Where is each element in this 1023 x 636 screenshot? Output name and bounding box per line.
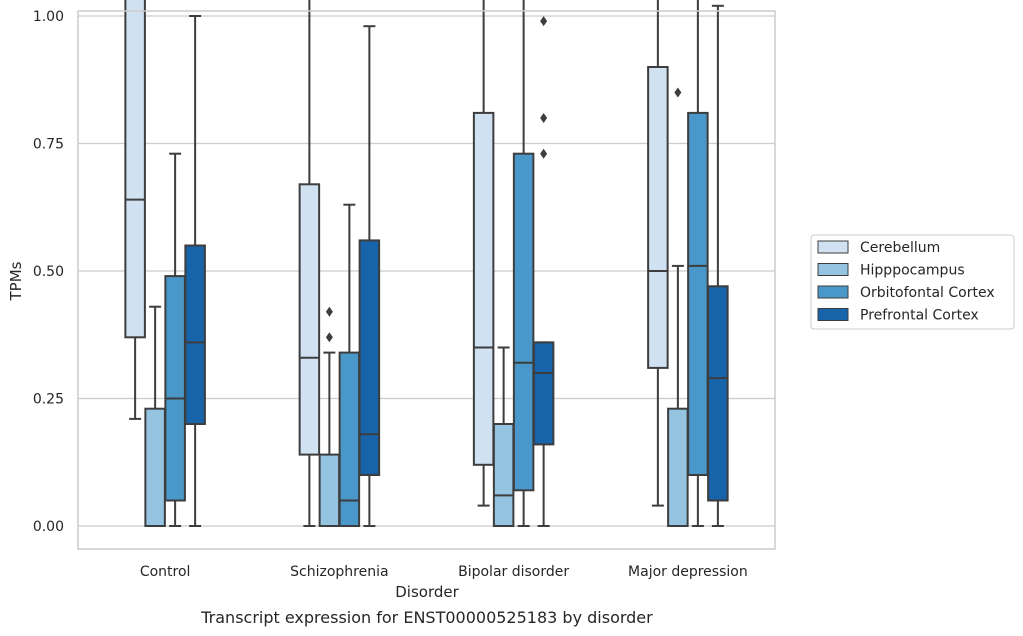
box-1-3: [358, 25, 381, 527]
legend-label: Orbitofontal Cortex: [860, 285, 995, 301]
box-body: [687, 111, 709, 477]
box-body: [492, 423, 515, 527]
box-3-2: [687, 0, 709, 527]
box-body: [298, 183, 321, 456]
legend-frame: [810, 234, 1015, 330]
box-body: [707, 285, 729, 502]
box-body: [667, 407, 689, 528]
box-0-1: [144, 305, 166, 528]
outlier-point: [540, 113, 548, 123]
box-0-0: [124, 0, 146, 420]
box-2-1: [492, 346, 515, 527]
x-tick-label: Schizophrenia: [290, 564, 388, 580]
outlier-point: [540, 16, 548, 27]
box-body: [647, 66, 669, 369]
x-tick-label: Bipolar disorder: [458, 564, 569, 580]
box-body: [318, 453, 341, 528]
chart-caption: Transcript expression for ENST0000052518…: [200, 608, 653, 627]
x-tick-labels: Control Schizophrenia Bipolar disorder Majo…: [140, 564, 748, 580]
box-body: [512, 152, 535, 492]
box-body: [532, 341, 555, 446]
y-tick-labels: 0.000.250.500.751.001.251.501.752.00: [33, 9, 64, 535]
outlier-point: [674, 87, 682, 98]
x-tick-label: Major depression: [628, 564, 748, 580]
box-body: [472, 111, 495, 466]
box-body: [144, 407, 166, 528]
legend-label: Cerebellum: [860, 240, 940, 256]
y-tick-label: 0.00: [33, 519, 64, 535]
box-2-2: [512, 0, 535, 527]
outlier-point: [325, 332, 333, 343]
box-1-0: [298, 0, 321, 527]
y-tick-label: 0.25: [33, 392, 64, 408]
legend-swatch: [817, 240, 849, 254]
box-2-0: [472, 0, 495, 507]
x-axis-label: Disorder: [395, 583, 459, 601]
y-axis-label: TPMs: [7, 261, 25, 301]
boxes-layer: [124, 0, 729, 528]
box-body: [124, 0, 146, 339]
box-body: [358, 239, 381, 476]
legend-label: Hipppocampus: [860, 263, 965, 279]
y-tick-label: 0.75: [33, 137, 64, 153]
box-body: [164, 275, 186, 502]
box-3-3: [707, 4, 729, 527]
legend-label: Prefrontal Cortex: [860, 308, 979, 324]
box-0-2: [164, 152, 186, 527]
legend-items: Cerebellum Hipppocampus Orbitofontal Corte…: [817, 240, 995, 324]
y-tick-label: 1.00: [33, 9, 64, 25]
box-1-2: [338, 203, 361, 527]
y-tick-label: 0.50: [33, 264, 64, 280]
box-body: [184, 244, 206, 425]
box-3-1: [667, 87, 689, 528]
legend-swatch: [817, 263, 849, 276]
box-0-3: [184, 15, 206, 527]
box-3-0: [647, 0, 669, 507]
legend-swatch: [817, 285, 849, 299]
outlier-point: [325, 306, 333, 317]
legend: Cerebellum Hipppocampus Orbitofontal Corte…: [810, 234, 1015, 330]
box-2-3: [532, 16, 555, 527]
box-1-1: [318, 306, 341, 528]
plot-frame: [77, 10, 776, 550]
x-tick-label: Control: [140, 564, 191, 580]
outlier-point: [540, 148, 548, 159]
legend-swatch: [817, 308, 849, 321]
